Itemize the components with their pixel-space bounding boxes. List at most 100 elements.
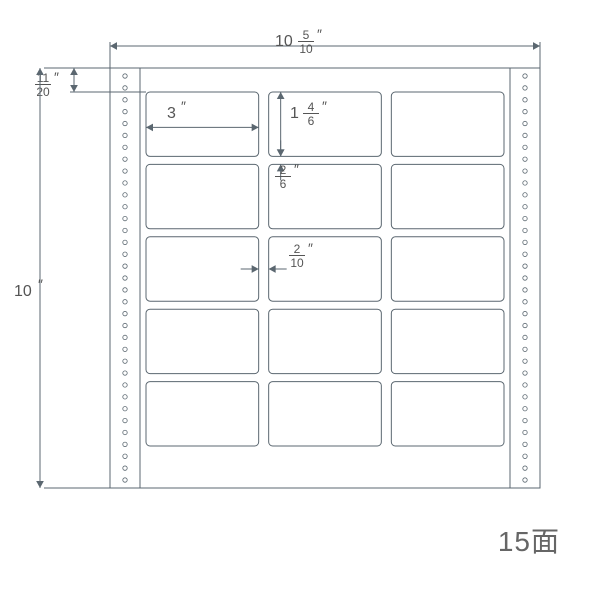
tractor-hole [123,216,127,220]
svg-text:5: 5 [303,28,310,42]
svg-text:″: ″ [308,240,313,256]
svg-text:20: 20 [36,85,50,99]
tractor-hole [123,347,127,351]
tractor-hole [523,98,527,102]
svg-text:2: 2 [294,242,301,256]
label-cell [146,309,259,373]
svg-text:6: 6 [280,177,287,191]
tractor-hole [523,193,527,197]
label-cell [391,92,504,156]
label-cell [269,309,382,373]
tractor-hole [123,407,127,411]
svg-text:″: ″ [317,26,322,42]
svg-text:10: 10 [14,283,32,300]
tractor-hole [123,145,127,149]
tractor-hole [123,109,127,113]
label-cell [391,309,504,373]
tractor-hole [123,418,127,422]
tractor-hole [523,466,527,470]
tractor-hole [523,359,527,363]
tractor-hole [123,371,127,375]
tractor-hole [123,430,127,434]
label-cell [391,237,504,301]
tractor-hole [123,359,127,363]
tractor-hole [123,442,127,446]
tractor-hole [123,98,127,102]
tractor-hole [123,323,127,327]
tractor-hole [523,74,527,78]
tractor-hole [523,300,527,304]
tractor-hole [123,478,127,482]
svg-text:10: 10 [275,33,293,50]
svg-text:6: 6 [308,114,315,128]
svg-text:″: ″ [38,276,43,292]
tractor-hole [123,466,127,470]
tractor-hole [123,74,127,78]
tractor-hole [523,157,527,161]
tractor-hole [523,109,527,113]
tractor-hole [523,478,527,482]
svg-text:1: 1 [290,105,299,122]
tractor-hole [123,311,127,315]
svg-text:2: 2 [280,163,287,177]
tractor-hole [123,300,127,304]
svg-text:3: 3 [167,105,176,122]
tractor-hole [523,145,527,149]
tractor-hole [123,383,127,387]
svg-text:4: 4 [308,100,315,114]
label-cell [146,164,259,228]
svg-text:10: 10 [290,256,304,270]
label-cell [391,164,504,228]
tractor-hole [123,395,127,399]
svg-text:″: ″ [322,98,327,114]
svg-text:″: ″ [54,69,59,85]
tractor-hole [523,395,527,399]
svg-text:10: 10 [299,42,313,56]
tractor-hole [523,216,527,220]
label-cell [146,382,259,446]
label-cell [146,92,259,156]
tractor-hole [123,252,127,256]
tractor-hole [123,86,127,90]
tractor-hole [123,454,127,458]
tractor-hole [123,193,127,197]
tractor-hole [523,347,527,351]
tractor-hole [523,169,527,173]
tractor-hole [523,323,527,327]
tractor-hole [523,418,527,422]
tractor-hole [123,133,127,137]
tractor-hole [523,181,527,185]
tractor-hole [523,430,527,434]
tractor-hole [123,276,127,280]
tractor-hole [523,240,527,244]
svg-text:″: ″ [294,161,299,177]
tractor-hole [123,205,127,209]
face-count-caption: 15面 [498,520,560,560]
label-cell [391,382,504,446]
tractor-hole [523,252,527,256]
tractor-hole [523,383,527,387]
tractor-hole [123,121,127,125]
tractor-hole [523,454,527,458]
tractor-hole [123,169,127,173]
tractor-hole [123,335,127,339]
tractor-hole [523,228,527,232]
tractor-hole [523,276,527,280]
tractor-hole [523,288,527,292]
tractor-hole [123,240,127,244]
tractor-hole [123,228,127,232]
tractor-hole [523,442,527,446]
tractor-hole [523,133,527,137]
tractor-hole [523,121,527,125]
tractor-hole [123,264,127,268]
tractor-hole [523,264,527,268]
tractor-hole [523,205,527,209]
tractor-hole [523,371,527,375]
tractor-hole [523,335,527,339]
svg-text:″: ″ [181,98,186,114]
tractor-hole [123,181,127,185]
tractor-hole [523,86,527,90]
tractor-hole [123,157,127,161]
tractor-hole [123,288,127,292]
label-cell [269,382,382,446]
